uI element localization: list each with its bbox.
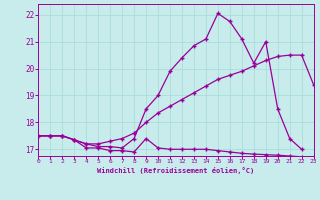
X-axis label: Windchill (Refroidissement éolien,°C): Windchill (Refroidissement éolien,°C) [97,167,255,174]
